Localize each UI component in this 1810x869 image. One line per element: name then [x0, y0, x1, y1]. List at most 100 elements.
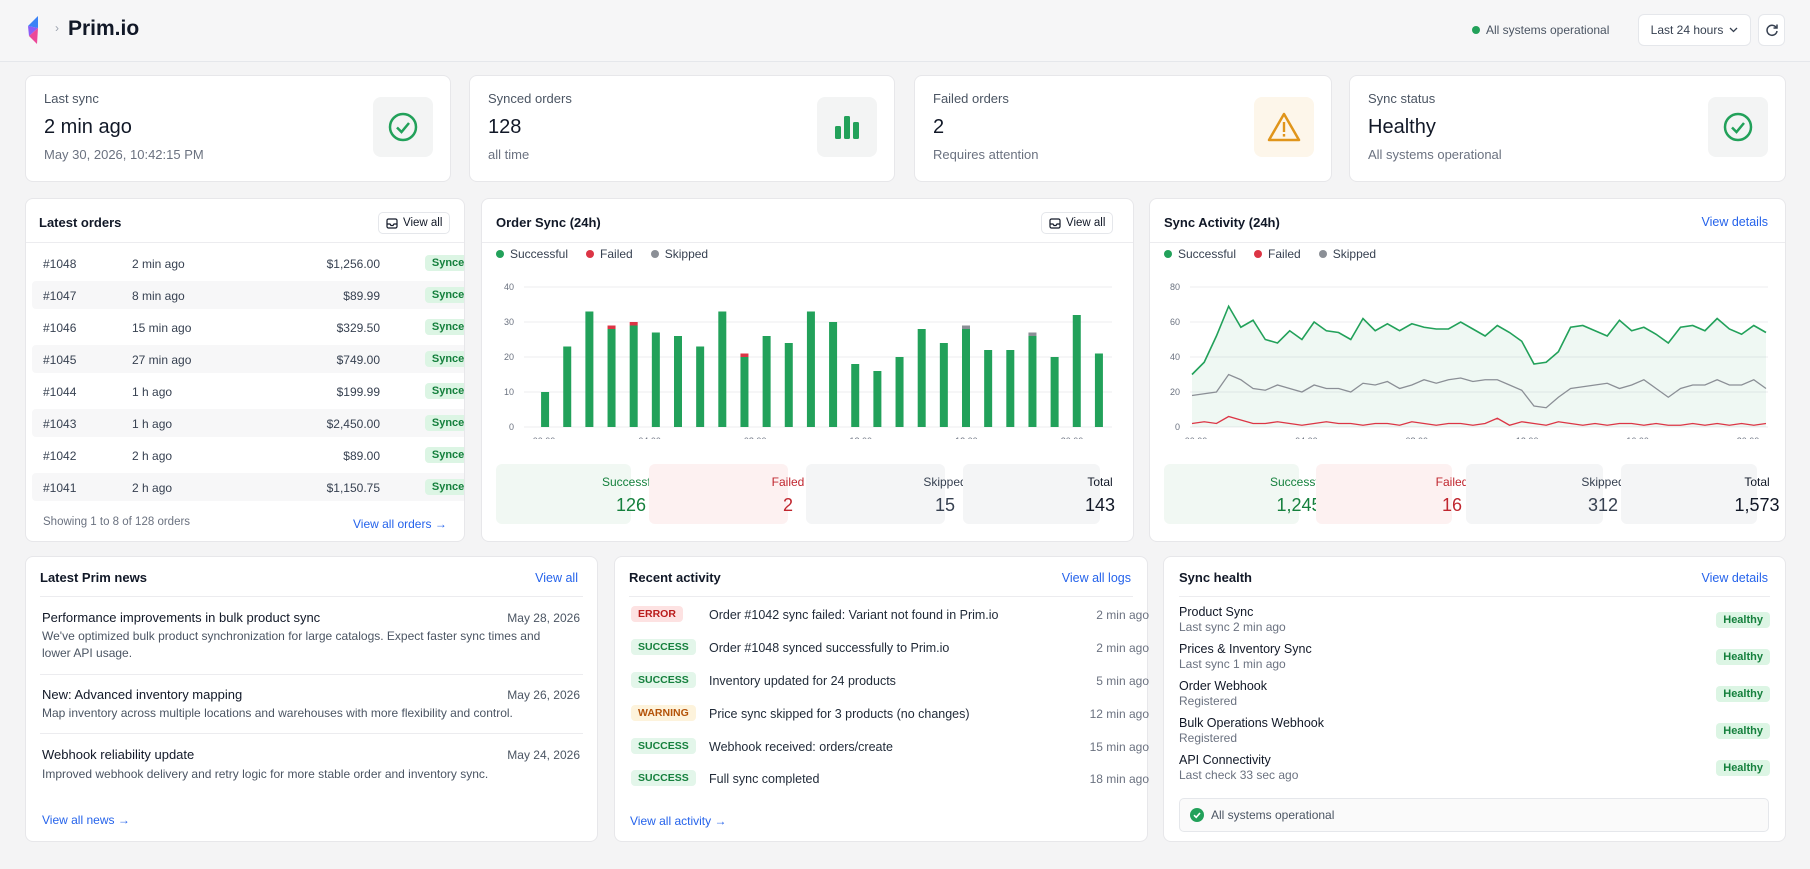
y-tick-label: 30	[504, 317, 514, 327]
status-badge: Synced	[424, 479, 464, 495]
bar-successful	[851, 364, 860, 427]
health-row[interactable]: Prices & Inventory Sync Last sync 1 min a…	[1179, 642, 1770, 676]
health-item-sub: Last sync 1 min ago	[1179, 657, 1286, 671]
order-id: #1045	[43, 353, 77, 367]
view-all-news-link[interactable]: View all news →	[42, 813, 130, 827]
log-level-badge: SUCCESS	[631, 770, 696, 786]
order-id: #1047	[43, 289, 77, 303]
order-amount: $1,256.00	[326, 257, 380, 271]
bar-successful	[984, 350, 993, 427]
activity-row[interactable]: SUCCESS Full sync completed 18 min ago	[631, 769, 1149, 791]
health-row[interactable]: Product Sync Last sync 2 min ago Healthy	[1179, 605, 1770, 639]
health-row[interactable]: API Connectivity Last check 33 sec ago Hea…	[1179, 753, 1770, 787]
view-all-orders-link[interactable]: View all orders →	[353, 517, 447, 531]
order-amount: $199.99	[336, 385, 380, 399]
table-row[interactable]: #1044 1 h ago $199.99 Synced	[32, 377, 464, 405]
table-row[interactable]: #1045 27 min ago $749.00 Synced	[32, 345, 464, 373]
view-all-orders-label: View all orders	[353, 517, 432, 531]
x-tick-label: 00:00	[533, 436, 556, 439]
bar-successful	[1094, 353, 1103, 427]
table-row[interactable]: #1046 15 min ago $329.50 Synced	[32, 313, 464, 341]
time-range-select[interactable]: Last 24 hours	[1638, 14, 1751, 46]
legend-successful: Successful	[496, 247, 568, 261]
card-title: Sync health	[1179, 570, 1252, 585]
bar-successful	[629, 325, 638, 427]
news-item-title[interactable]: Webhook reliability update	[42, 747, 195, 762]
bar-successful	[1028, 336, 1037, 427]
stat-label: Successful	[1269, 475, 1329, 489]
news-item-body: We've optimized bulk product synchroniza…	[42, 629, 541, 660]
news-card: Latest Prim news View all Performance im…	[25, 556, 598, 842]
table-row[interactable]: #1048 2 min ago $1,256.00 Synced	[32, 249, 464, 277]
stat-value: 126	[615, 495, 647, 515]
activity-message: Price sync skipped for 3 products (no ch…	[709, 707, 970, 721]
arrow-right-icon: →	[714, 814, 727, 828]
inbox-icon	[386, 217, 398, 229]
table-row[interactable]: #1047 8 min ago $89.99 Synced	[32, 281, 464, 309]
bar-successful	[696, 346, 705, 427]
health-item-name: Product Sync	[1179, 605, 1254, 619]
order-time: 27 min ago	[132, 353, 192, 367]
order-sync-view-all-button[interactable]: View all	[1041, 212, 1114, 234]
legend-label: Skipped	[1332, 247, 1377, 261]
health-footer-status: All systems operational	[1179, 798, 1769, 832]
bar-successful	[740, 357, 749, 427]
legend-failed: Failed	[586, 247, 633, 261]
status-badge: Synced	[424, 351, 464, 367]
status-badge: Synced	[424, 255, 464, 271]
bar-successful	[762, 336, 771, 427]
activity-time: 2 min ago	[1096, 641, 1149, 655]
x-tick-label: 12:00	[850, 436, 873, 439]
status-badge: Synced	[424, 447, 464, 463]
brand-name[interactable]: Prim.io	[68, 17, 140, 40]
news-item-date: May 26, 2026	[507, 688, 580, 702]
health-row[interactable]: Bulk Operations Webhook Registered Healthy	[1179, 716, 1770, 750]
stat-label: Total	[1744, 475, 1770, 489]
table-row[interactable]: #1043 1 h ago $2,450.00 Synced	[32, 409, 464, 437]
time-range-value: Last 24 hours	[1650, 23, 1724, 37]
health-row[interactable]: Order Webhook Registered Healthy	[1179, 679, 1770, 713]
y-tick-label: 0	[1175, 422, 1180, 432]
table-row[interactable]: #1041 2 h ago $1,150.75 Synced	[32, 473, 464, 501]
view-all-activity-link[interactable]: View all activity →	[630, 814, 726, 828]
bar-successful	[1006, 350, 1015, 427]
activity-time: 15 min ago	[1089, 740, 1149, 754]
sync-health-view-details-link[interactable]: View details	[1701, 571, 1768, 585]
table-row[interactable]: #1042 2 h ago $89.00 Synced	[32, 441, 464, 469]
news-item-title[interactable]: Performance improvements in bulk product…	[42, 610, 321, 625]
sync-activity-view-details-link[interactable]: View details	[1701, 215, 1768, 229]
activity-row[interactable]: ERROR Order #1042 sync failed: Variant no…	[631, 605, 1149, 627]
bar-chart-icon	[817, 97, 877, 157]
area-successful	[1192, 306, 1766, 427]
news-item-title[interactable]: New: Advanced inventory mapping	[42, 687, 243, 702]
orders-view-all-button[interactable]: View all	[378, 212, 451, 234]
news-item-date: May 24, 2026	[507, 748, 580, 762]
bar-successful	[1072, 315, 1081, 427]
health-item-sub: Last sync 2 min ago	[1179, 620, 1286, 634]
order-time: 1 h ago	[132, 417, 173, 431]
line-successful	[1191, 304, 1767, 376]
refresh-button[interactable]	[1758, 14, 1785, 46]
divider	[1150, 242, 1785, 243]
card-title: Recent activity	[629, 570, 721, 585]
order-sync-stat-total: Total 143	[963, 464, 1115, 524]
activity-row[interactable]: SUCCESS Order #1048 synced successfully t…	[631, 638, 1149, 660]
top-bar: › Prim.io All systems operational Last 2…	[0, 0, 1810, 62]
activity-row[interactable]: SUCCESS Webhook received: orders/create 15…	[631, 737, 1149, 759]
activity-row[interactable]: WARNING Price sync skipped for 3 products…	[631, 704, 1149, 726]
order-id: #1043	[43, 417, 77, 431]
chevron-right-icon: ›	[55, 21, 59, 35]
kpi-sub: all time	[488, 147, 530, 162]
bar-successful	[939, 343, 948, 427]
bar-skipped	[1028, 332, 1037, 336]
activity-time: 2 min ago	[1096, 608, 1149, 622]
view-all-activity-label: View all activity	[630, 814, 712, 828]
bar-successful	[607, 329, 616, 427]
divider	[40, 596, 583, 597]
view-all-logs-link[interactable]: View all logs	[1061, 571, 1131, 585]
activity-row[interactable]: SUCCESS Inventory updated for 24 products…	[631, 671, 1149, 693]
order-id: #1044	[43, 385, 77, 399]
news-view-all-link[interactable]: View all	[535, 571, 578, 585]
legend-failed: Failed	[1254, 247, 1301, 261]
legend-successful: Successful	[1164, 247, 1236, 261]
